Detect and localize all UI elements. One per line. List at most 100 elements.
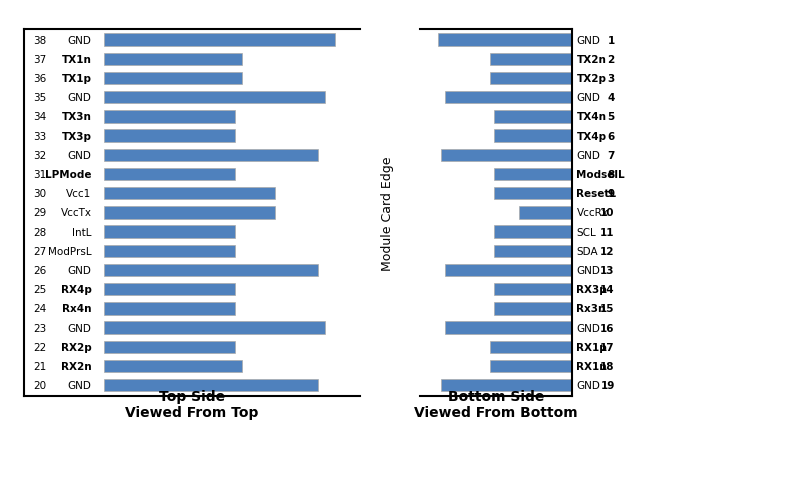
Bar	[441, 149, 570, 162]
Bar	[104, 360, 242, 373]
Text: ModselL: ModselL	[577, 170, 625, 180]
Text: 31: 31	[34, 170, 47, 180]
Bar	[104, 302, 234, 315]
Text: 19: 19	[600, 380, 614, 391]
Bar	[104, 188, 275, 200]
Text: Rx4n: Rx4n	[62, 304, 91, 314]
Bar	[446, 322, 570, 334]
Bar	[104, 379, 318, 392]
Text: RX1p: RX1p	[577, 342, 607, 352]
Bar	[104, 92, 326, 104]
Text: RX2p: RX2p	[61, 342, 91, 352]
Text: 13: 13	[600, 265, 614, 275]
Text: 27: 27	[34, 246, 47, 256]
Text: RX3p: RX3p	[577, 285, 607, 295]
Text: 14: 14	[600, 285, 614, 295]
Text: TX4p: TX4p	[577, 131, 606, 141]
Text: 30: 30	[34, 189, 46, 199]
Text: RX4p: RX4p	[61, 285, 91, 295]
Text: GND: GND	[577, 35, 600, 45]
Text: GND: GND	[577, 93, 600, 103]
Bar	[104, 226, 234, 238]
Text: TX1p: TX1p	[62, 74, 91, 84]
Bar	[104, 53, 242, 66]
Bar	[494, 245, 570, 257]
Text: RX1n: RX1n	[577, 361, 607, 371]
Text: GND: GND	[577, 151, 600, 161]
Text: GND: GND	[67, 380, 91, 391]
Bar	[104, 341, 234, 353]
Bar	[494, 168, 570, 181]
Text: TX2n: TX2n	[577, 55, 606, 65]
Text: GND: GND	[577, 265, 600, 275]
Text: 28: 28	[34, 227, 47, 237]
Bar	[104, 207, 275, 219]
Bar	[494, 130, 570, 143]
Bar	[104, 149, 318, 162]
Text: TX2p: TX2p	[577, 74, 606, 84]
Text: 29: 29	[34, 208, 47, 218]
Text: GND: GND	[577, 323, 600, 333]
Bar	[494, 188, 570, 200]
Bar	[104, 245, 234, 257]
Text: 20: 20	[34, 380, 46, 391]
Text: TX3p: TX3p	[62, 131, 91, 141]
Text: GND: GND	[67, 35, 91, 45]
Text: Top Side
Viewed From Top: Top Side Viewed From Top	[126, 389, 258, 419]
Text: 9: 9	[608, 189, 614, 199]
Bar	[519, 207, 570, 219]
Text: 32: 32	[34, 151, 47, 161]
Text: 15: 15	[600, 304, 614, 314]
Text: Bottom Side
Viewed From Bottom: Bottom Side Viewed From Bottom	[414, 389, 578, 419]
Bar	[494, 226, 570, 238]
Text: 6: 6	[607, 131, 614, 141]
Bar	[104, 34, 335, 47]
Bar	[490, 53, 570, 66]
Bar	[490, 341, 570, 353]
Bar	[104, 168, 234, 181]
Text: SDA: SDA	[577, 246, 598, 256]
Text: TX3n: TX3n	[62, 112, 91, 122]
Text: 18: 18	[600, 361, 614, 371]
Text: 24: 24	[34, 304, 47, 314]
Text: 12: 12	[600, 246, 614, 256]
Text: 7: 7	[607, 151, 614, 161]
Text: GND: GND	[67, 151, 91, 161]
Bar	[446, 264, 570, 277]
Text: 25: 25	[34, 285, 47, 295]
Bar	[490, 73, 570, 85]
Text: 4: 4	[607, 93, 614, 103]
Text: VccTx: VccTx	[61, 208, 91, 218]
Text: 34: 34	[34, 112, 47, 122]
Text: 21: 21	[34, 361, 47, 371]
Text: 38: 38	[34, 35, 47, 45]
Text: RX2n: RX2n	[61, 361, 91, 371]
Text: 22: 22	[34, 342, 47, 352]
Text: GND: GND	[577, 380, 600, 391]
Text: 11: 11	[600, 227, 614, 237]
Text: VccRx: VccRx	[577, 208, 608, 218]
Text: Rx3n: Rx3n	[577, 304, 606, 314]
Text: IntL: IntL	[72, 227, 91, 237]
Text: 26: 26	[34, 265, 47, 275]
Bar	[494, 302, 570, 315]
Bar	[104, 264, 318, 277]
Bar	[104, 111, 234, 123]
Bar	[438, 34, 570, 47]
Bar	[490, 360, 570, 373]
Text: 8: 8	[607, 170, 614, 180]
Text: 33: 33	[34, 131, 47, 141]
Text: 5: 5	[607, 112, 614, 122]
Text: 10: 10	[600, 208, 614, 218]
Bar	[446, 92, 570, 104]
Text: ResetL: ResetL	[577, 189, 617, 199]
Bar	[104, 73, 242, 85]
Text: 36: 36	[34, 74, 47, 84]
Text: Vcc1: Vcc1	[66, 189, 91, 199]
Bar	[441, 379, 570, 392]
Bar	[104, 322, 326, 334]
Text: 35: 35	[34, 93, 47, 103]
Text: GND: GND	[67, 265, 91, 275]
Bar	[494, 283, 570, 296]
Bar	[104, 130, 234, 143]
